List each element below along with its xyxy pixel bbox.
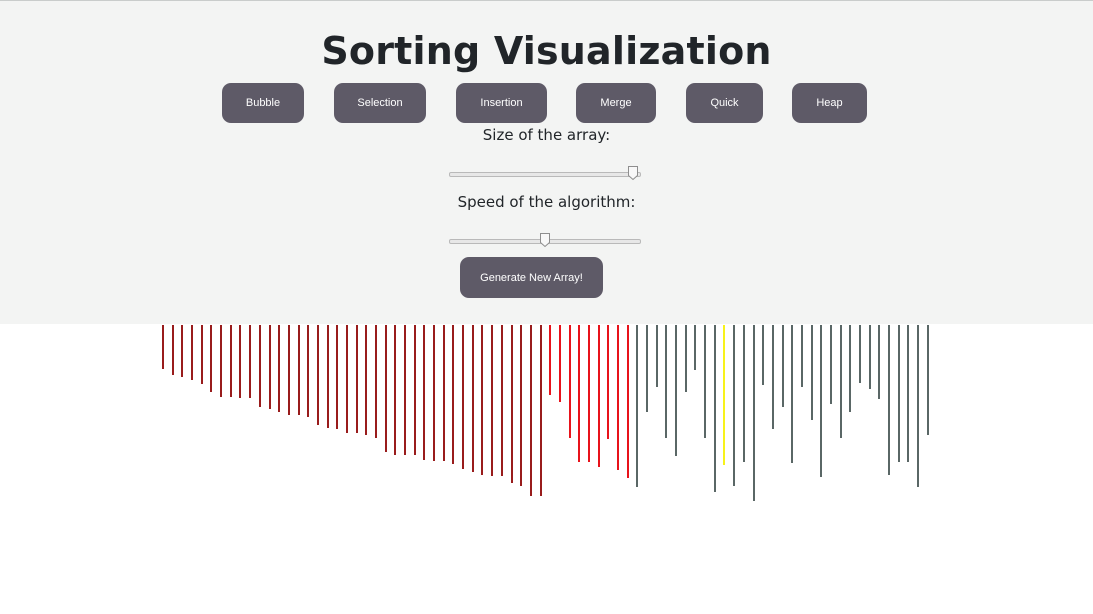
- array-bar: [529, 325, 532, 496]
- array-bar: [510, 325, 513, 483]
- array-bar: [258, 325, 261, 407]
- bubble-sort-button[interactable]: Bubble: [222, 83, 304, 123]
- array-bar: [345, 325, 348, 433]
- array-bar: [762, 325, 765, 385]
- array-bar: [849, 325, 852, 412]
- array-bar: [636, 325, 639, 487]
- array-bar: [442, 325, 445, 461]
- array-bar: [471, 325, 474, 472]
- array-bar: [181, 325, 184, 377]
- array-bar: [655, 325, 658, 387]
- array-bar: [723, 325, 726, 465]
- array-bar: [326, 325, 329, 428]
- array-size-label: Size of the array:: [482, 126, 611, 144]
- array-bar: [897, 325, 900, 462]
- array-bar: [452, 325, 455, 464]
- array-bar: [171, 325, 174, 375]
- array-bar: [578, 325, 581, 462]
- array-bar: [404, 325, 406, 455]
- array-bar: [375, 325, 377, 438]
- array-bar: [287, 325, 290, 415]
- array-bar: [839, 325, 842, 438]
- array-bar: [859, 325, 861, 383]
- array-bar: [365, 325, 368, 435]
- array-bar: [229, 325, 232, 397]
- array-bar: [926, 325, 929, 435]
- array-bar: [568, 325, 571, 438]
- array-bar: [520, 325, 523, 486]
- speed-slider-thumb[interactable]: [539, 232, 551, 248]
- speed-label: Speed of the algorithm:: [457, 193, 636, 211]
- generate-new-array-button[interactable]: Generate New Array!: [460, 257, 603, 298]
- array-bar: [481, 325, 484, 475]
- merge-sort-button[interactable]: Merge: [576, 83, 656, 123]
- array-bar: [878, 325, 881, 399]
- array-bar: [462, 325, 465, 469]
- array-bar: [316, 325, 319, 425]
- array-bar: [829, 325, 832, 404]
- array-bar: [336, 325, 339, 429]
- array-size-slider[interactable]: [449, 165, 641, 183]
- array-bar: [210, 325, 213, 392]
- array-bars: [0, 325, 1093, 525]
- array-bar: [539, 325, 542, 496]
- array-bar: [742, 325, 745, 462]
- array-bar: [384, 325, 387, 452]
- array-bar: [249, 325, 252, 398]
- array-bar: [297, 325, 300, 415]
- array-bar: [771, 325, 774, 429]
- array-size-slider-track: [449, 172, 641, 177]
- array-bar: [626, 325, 629, 478]
- array-bar: [220, 325, 223, 397]
- array-bar: [239, 325, 242, 398]
- array-bar: [200, 325, 203, 384]
- array-bar: [675, 325, 677, 456]
- array-bar: [617, 325, 619, 470]
- array-bar: [597, 325, 600, 467]
- array-bar: [800, 325, 803, 387]
- array-bar: [549, 325, 552, 395]
- array-bar: [868, 325, 871, 389]
- array-bar: [665, 325, 668, 438]
- array-bar: [268, 325, 271, 409]
- insertion-sort-button[interactable]: Insertion: [456, 83, 547, 123]
- array-bar: [713, 325, 716, 492]
- array-bar: [907, 325, 910, 462]
- array-bar: [791, 325, 794, 463]
- array-bar: [646, 325, 648, 412]
- array-bar: [684, 325, 687, 392]
- array-bar: [888, 325, 890, 475]
- array-bar: [607, 325, 610, 439]
- array-bar: [413, 325, 416, 455]
- array-bar: [694, 325, 697, 370]
- array-bar: [704, 325, 707, 438]
- array-bar: [307, 325, 310, 417]
- array-bar: [810, 325, 813, 420]
- array-bar: [191, 325, 193, 380]
- array-bar: [820, 325, 823, 477]
- page-title: Sorting Visualization: [321, 29, 772, 73]
- array-bar: [278, 325, 281, 412]
- array-bar: [162, 325, 164, 369]
- array-bar: [500, 325, 503, 476]
- array-bar: [355, 325, 358, 433]
- array-size-slider-thumb[interactable]: [627, 165, 639, 181]
- array-bar: [558, 325, 561, 402]
- selection-sort-button[interactable]: Selection: [334, 83, 426, 123]
- array-bar: [433, 325, 435, 461]
- array-bar: [917, 325, 919, 487]
- array-bar: [587, 325, 590, 462]
- array-bar: [752, 325, 755, 501]
- speed-slider[interactable]: [449, 232, 641, 250]
- quick-sort-button[interactable]: Quick: [686, 83, 763, 123]
- array-bar: [394, 325, 397, 455]
- array-bar: [491, 325, 494, 476]
- array-bar: [733, 325, 736, 486]
- control-panel: Sorting Visualization Bubble Selection I…: [0, 1, 1093, 324]
- top-border: [0, 0, 1093, 1]
- array-bar: [781, 325, 784, 407]
- array-bar: [423, 325, 426, 460]
- heap-sort-button[interactable]: Heap: [792, 83, 867, 123]
